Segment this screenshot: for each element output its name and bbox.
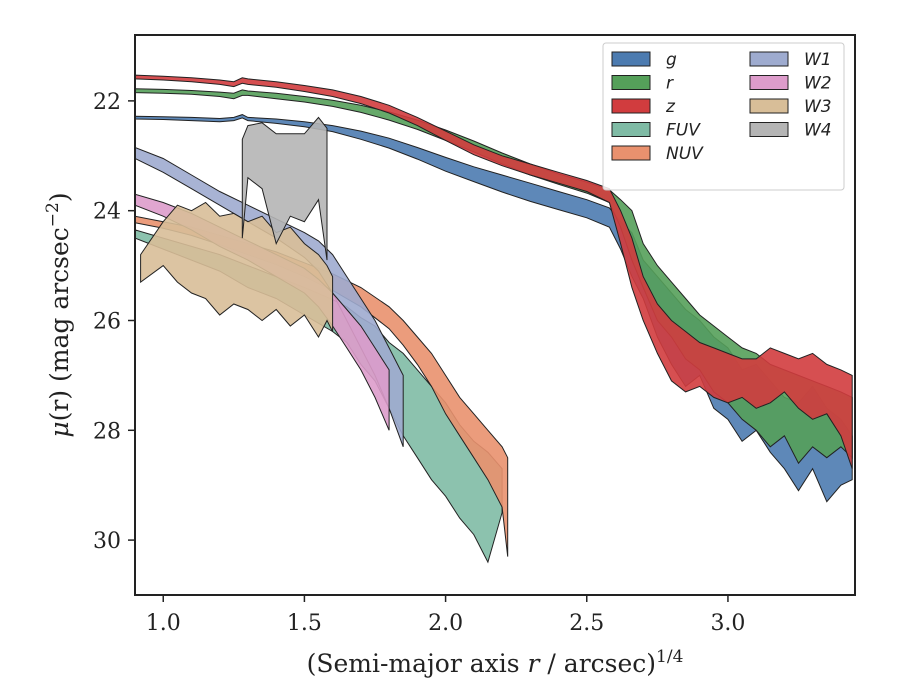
legend-label-w4: W4 bbox=[804, 121, 832, 141]
y-tick-label: 28 bbox=[93, 419, 121, 444]
y-axis-ticks: 22 24 26 28 30 bbox=[93, 90, 135, 554]
legend-label-w3: W3 bbox=[804, 97, 832, 117]
y-tick-label: 26 bbox=[93, 309, 121, 334]
x-tick-label: 1.0 bbox=[146, 611, 181, 636]
y-axis-label: μ(r) (mag arcsec−2) bbox=[43, 192, 74, 437]
legend-swatch-w2 bbox=[749, 75, 789, 90]
legend-label-r: r bbox=[666, 74, 674, 94]
plot-frame bbox=[134, 34, 856, 596]
legend-label-w1: W1 bbox=[804, 50, 832, 70]
band-w3 bbox=[140, 201, 334, 339]
legend-swatch-fuv bbox=[611, 122, 651, 137]
profile-bands bbox=[135, 74, 853, 564]
legend-swatch-r bbox=[611, 75, 651, 90]
legend-swatch-g bbox=[611, 51, 651, 67]
legend-swatch-w3 bbox=[749, 98, 789, 114]
legend: grz FUV NUV W1 W2 W3 W4 bbox=[602, 42, 845, 191]
legend-label-nuv: NUV bbox=[666, 144, 704, 164]
legend-swatch-w1 bbox=[749, 51, 789, 67]
x-axis-ticks: 1.0 1.5 2.0 2.5 3.0 bbox=[146, 595, 745, 636]
legend-swatch-z bbox=[611, 98, 651, 114]
y-tick-label: 30 bbox=[93, 529, 121, 554]
x-tick-label: 2.0 bbox=[428, 611, 463, 636]
legend-label-fuv: FUV bbox=[666, 121, 701, 141]
y-tick-label: 22 bbox=[93, 90, 121, 115]
x-axis-label: (Semi-major axis r / arcsec)1/4 bbox=[307, 647, 684, 678]
x-tick-label: 2.5 bbox=[569, 611, 604, 636]
y-tick-label: 24 bbox=[93, 200, 121, 225]
band-z bbox=[135, 74, 853, 469]
legend-label-g: g bbox=[666, 50, 677, 70]
x-tick-label: 1.5 bbox=[287, 611, 322, 636]
legend-swatch-nuv bbox=[611, 145, 651, 161]
band-w4 bbox=[241, 116, 328, 261]
legend-label-w2: W2 bbox=[804, 74, 832, 94]
x-tick-label: 3.0 bbox=[710, 611, 745, 636]
legend-label-z: z bbox=[665, 97, 676, 117]
band-g bbox=[135, 114, 853, 503]
legend-swatch-w4 bbox=[749, 122, 789, 137]
